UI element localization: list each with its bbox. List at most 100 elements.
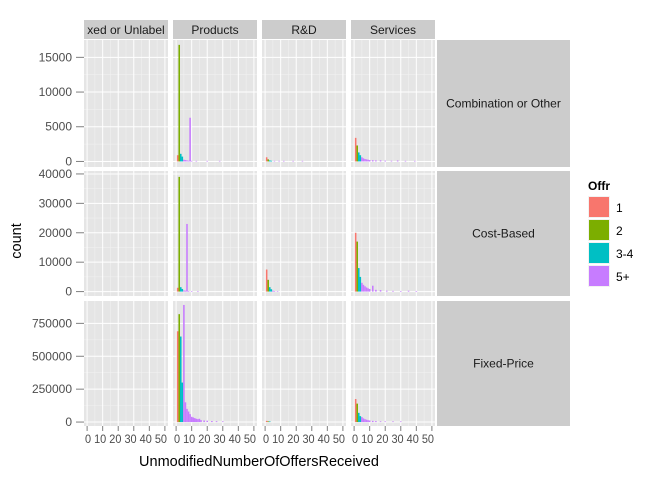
facet-panel bbox=[262, 171, 346, 296]
histogram-bar bbox=[192, 417, 194, 423]
row-strip bbox=[437, 40, 570, 167]
histogram-bar bbox=[178, 176, 180, 292]
histogram-bar bbox=[400, 421, 402, 423]
histogram-bar bbox=[375, 160, 377, 162]
histogram-bar bbox=[361, 157, 363, 162]
histogram-bar bbox=[265, 269, 268, 292]
histogram-bar bbox=[404, 160, 407, 162]
histogram-bar bbox=[407, 290, 410, 292]
row-strip-label: Cost-Based bbox=[472, 227, 535, 241]
y-tick-label: 0 bbox=[65, 154, 72, 168]
facet-panel bbox=[262, 40, 346, 167]
histogram-bar bbox=[269, 160, 271, 162]
histogram-bar bbox=[206, 420, 208, 423]
row-strip bbox=[437, 171, 570, 296]
histogram-bar bbox=[267, 279, 269, 292]
histogram-bar bbox=[367, 420, 369, 423]
y-tick-label: 30000 bbox=[39, 196, 73, 210]
histogram-bar bbox=[222, 421, 224, 423]
histogram-bar bbox=[195, 160, 198, 162]
histogram-bar bbox=[215, 421, 218, 423]
facet-panel bbox=[173, 171, 257, 296]
histogram-bar bbox=[362, 158, 365, 162]
histogram-bar bbox=[187, 411, 190, 423]
histogram-bar bbox=[184, 160, 187, 162]
histogram-bar bbox=[190, 160, 193, 162]
histogram-bar bbox=[354, 232, 357, 292]
histogram-bar bbox=[187, 160, 190, 162]
histogram-bar bbox=[186, 160, 188, 162]
histogram-bar bbox=[359, 276, 362, 292]
histogram-bar bbox=[180, 336, 182, 423]
histogram-bar bbox=[194, 418, 196, 423]
x-tick-labels: 0 10 20 30 40 50 bbox=[263, 432, 345, 446]
strips-layer: xed or Unlabel Products R&D Services Combina… bbox=[84, 20, 570, 426]
histogram-bar bbox=[364, 419, 366, 423]
histogram-bar bbox=[364, 286, 366, 292]
histogram-bar bbox=[184, 290, 187, 292]
histogram-bar bbox=[359, 155, 362, 162]
facet-panel bbox=[173, 40, 257, 167]
legend-swatch bbox=[589, 266, 609, 286]
histogram-bar bbox=[278, 160, 280, 162]
histogram-bar bbox=[269, 421, 271, 423]
histogram-bar bbox=[218, 160, 221, 162]
histogram-bar bbox=[386, 290, 388, 292]
histogram-bar bbox=[270, 289, 273, 292]
histogram-bar bbox=[195, 418, 198, 423]
histogram-bar bbox=[400, 290, 402, 292]
histogram-bar bbox=[358, 412, 360, 423]
histogram-bar bbox=[189, 414, 191, 423]
histogram-bar bbox=[365, 287, 368, 292]
histogram-bar bbox=[181, 156, 184, 162]
histogram-bar bbox=[265, 157, 268, 162]
histogram-bar bbox=[356, 403, 358, 423]
x-axis-title: UnmodifiedNumberOfOffersReceived bbox=[139, 454, 379, 470]
histogram-bar bbox=[367, 159, 369, 162]
histogram-bar bbox=[273, 290, 276, 292]
column-strip-label: Products bbox=[191, 23, 238, 37]
histogram-bar bbox=[183, 159, 185, 162]
histogram-bar bbox=[356, 241, 358, 292]
histogram-bar bbox=[273, 160, 276, 162]
histogram-bar bbox=[358, 268, 360, 292]
legend-swatch bbox=[589, 197, 609, 217]
histogram-bar bbox=[181, 288, 184, 292]
facet-panel bbox=[84, 171, 168, 296]
histogram-bar bbox=[265, 420, 268, 423]
histogram-bar bbox=[186, 408, 188, 423]
legend-title: Offr bbox=[588, 179, 610, 193]
facet-panel bbox=[351, 171, 435, 296]
histogram-bar bbox=[178, 314, 180, 423]
histogram-bar bbox=[415, 290, 418, 292]
histogram-bar bbox=[276, 290, 279, 292]
histogram-bar bbox=[186, 223, 188, 292]
legend-swatch bbox=[589, 220, 609, 240]
x-tick-labels: 0 10 20 30 40 50 bbox=[352, 432, 434, 446]
histogram-bar bbox=[203, 420, 205, 423]
column-strip-label: xed or Unlabel bbox=[87, 23, 164, 37]
histogram-bar bbox=[390, 160, 393, 162]
histogram-bar bbox=[361, 417, 363, 423]
histogram-bar bbox=[414, 160, 416, 162]
histogram-bar bbox=[269, 287, 271, 292]
histogram-bar bbox=[176, 331, 179, 423]
histogram-bar bbox=[396, 160, 399, 162]
histogram-bar bbox=[197, 419, 199, 423]
facet-panel bbox=[84, 301, 168, 426]
column-strip bbox=[351, 20, 435, 39]
panels-layer bbox=[84, 40, 435, 426]
histogram-bar bbox=[200, 420, 202, 423]
histogram-bar bbox=[354, 399, 357, 423]
facet-panel bbox=[351, 40, 435, 167]
histogram-bar bbox=[190, 416, 193, 423]
legend-label: 1 bbox=[616, 201, 623, 215]
x-tick-labels: 0 10 20 30 40 50 bbox=[174, 432, 256, 446]
y-tick-label: 0 bbox=[65, 415, 72, 429]
histogram-bar bbox=[392, 421, 394, 423]
histogram-bar bbox=[365, 159, 368, 162]
y-tick-label: 750000 bbox=[32, 316, 72, 330]
histogram-bar bbox=[375, 421, 377, 423]
histogram-bar bbox=[372, 160, 374, 162]
